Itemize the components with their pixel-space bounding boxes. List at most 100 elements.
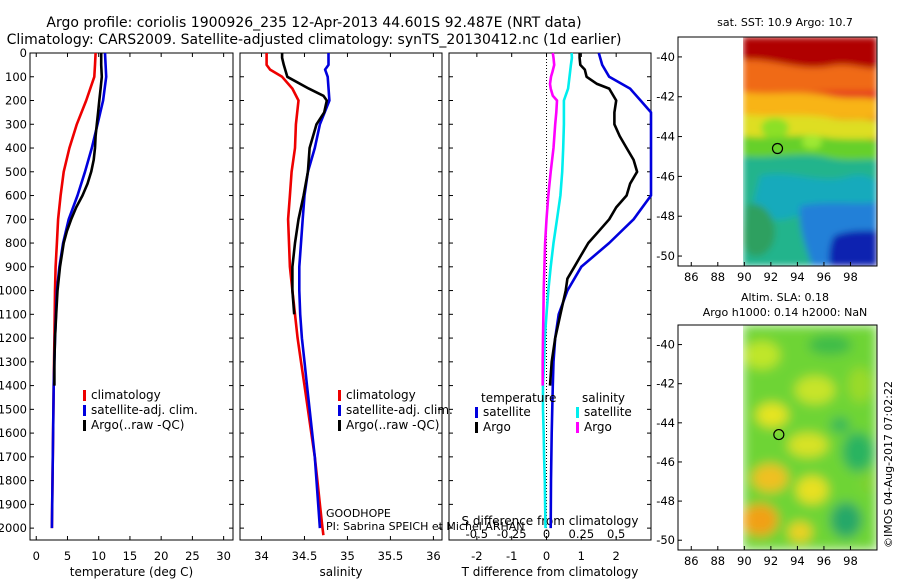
lon-tick-label: 88	[710, 554, 725, 568]
depth-tick-label: 100	[5, 70, 27, 84]
series-line-1	[297, 53, 331, 529]
plot-frame	[448, 52, 652, 541]
series-line-2	[541, 52, 574, 529]
depth-tick-label: 1600	[0, 426, 27, 440]
legend-label-2: Argo(..raw -QC)	[91, 418, 184, 432]
legend-swatch-2	[338, 420, 341, 431]
x-tick-label: 20	[154, 549, 169, 563]
x-tick-label: -1	[506, 549, 517, 563]
legend-label-2: Argo(..raw -QC)	[346, 418, 439, 432]
s-tick-label: 0	[543, 527, 550, 541]
legend-swatch-0	[83, 390, 86, 401]
legend-label-1: satellite-adj. clim.	[91, 403, 198, 417]
lon-tick-label: 96	[817, 554, 832, 568]
s-tick-label: 0.5	[607, 527, 625, 541]
argo-position-marker	[773, 428, 785, 441]
x-tick-label: 5	[64, 549, 71, 563]
x-tick-label: 2	[613, 549, 620, 563]
series-line-2	[53, 53, 104, 386]
argo-position-marker	[771, 142, 784, 155]
x-axis-label: temperature (deg C)	[70, 565, 193, 579]
x-tick-label: 15	[123, 549, 138, 563]
x-tick-label: 36	[426, 549, 441, 563]
lat-tick-label: -42	[656, 90, 675, 104]
x-tick-label: 35	[340, 549, 355, 563]
sst-heatmap	[743, 37, 877, 266]
lon-tick-label: 90	[737, 554, 752, 568]
lon-tick-label: 92	[764, 270, 779, 284]
lon-tick-label: 98	[843, 554, 858, 568]
annotations: GOODHOPE PI: Sabrina SPEICH et Michel AR…	[326, 381, 895, 548]
title-line-1: Argo profile: coriolis 1900926_235 12-Ap…	[46, 15, 581, 31]
lat-tick-label: -46	[656, 455, 675, 469]
legend-label-0: climatology	[91, 388, 161, 402]
plot-frame	[239, 52, 443, 541]
sla-subtitle: Argo h1000: 0.14 h2000: NaN	[703, 306, 868, 319]
timestamp-stamp: ©IMOS 04-Aug-2017 07:02:22	[882, 381, 895, 548]
lat-tick-label: -40	[656, 338, 675, 352]
depth-tick-label: 200	[5, 94, 27, 108]
depth-tick-label: 1800	[0, 474, 27, 488]
sla-map-panel: Altim. SLA: 0.18 Argo h1000: 0.14 h2000:…	[656, 291, 878, 568]
legend-label-0: satellite	[483, 405, 531, 419]
legend-header-temperature: temperature	[481, 391, 556, 405]
s-tick-label: -0.5	[466, 527, 488, 541]
lon-tick-label: 94	[790, 270, 805, 284]
depth-tick-label: 300	[5, 117, 27, 131]
legend-swatch-1	[338, 405, 341, 416]
depth-tick-label: 1000	[0, 284, 27, 298]
x-tick-label: 35.5	[378, 549, 404, 563]
lon-tick-label: 92	[764, 554, 779, 568]
legend-swatch-2	[576, 407, 579, 418]
depth-tick-label: 1300	[0, 355, 27, 369]
x-tick-label: 0	[543, 549, 550, 563]
map-frame	[677, 324, 878, 551]
x-tick-label: 10	[91, 549, 106, 563]
lon-tick-label: 88	[710, 270, 725, 284]
plot-frame	[29, 52, 234, 541]
depth-tick-label: 1100	[0, 307, 27, 321]
depth-tick-label: 600	[5, 189, 27, 203]
s-tick-label: 0.25	[569, 527, 595, 541]
depth-tick-label: 900	[5, 260, 27, 274]
lon-tick-label: 86	[684, 270, 699, 284]
legend-label-1: Argo	[483, 420, 511, 434]
lat-tick-label: -50	[656, 533, 675, 547]
lat-tick-label: -46	[656, 169, 675, 183]
pi-label: PI: Sabrina SPEICH et Michel ARHAN	[326, 520, 525, 533]
series-line-0	[549, 52, 653, 529]
salinity-panel: 34 34.5 35 35.5 36 salinity climatologysatelli…	[239, 52, 453, 579]
legend-label-3: Argo	[584, 420, 612, 434]
lon-tick-label: 98	[843, 270, 858, 284]
lat-tick-label: -40	[656, 50, 675, 64]
legend-label-0: climatology	[346, 388, 416, 402]
lat-tick-label: -44	[656, 130, 675, 144]
sst-map-panel: sat. SST: 10.9 Argo: 10.7 86 88 90 92 94 96 98…	[656, 16, 878, 284]
x-tick-label: 34	[254, 549, 269, 563]
lon-tick-label: 94	[790, 554, 805, 568]
x-tick-label: 0	[33, 549, 40, 563]
lat-tick-label: -42	[656, 377, 675, 391]
series-line-2	[280, 53, 329, 315]
legend-swatch-3	[576, 422, 579, 433]
depth-tick-label: 2000	[0, 521, 27, 535]
depth-tick-label: 1500	[0, 402, 27, 416]
project-label: GOODHOPE	[326, 507, 391, 520]
title-line-2: Climatology: CARS2009. Satellite-adjuste…	[7, 32, 622, 48]
lon-tick-label: 86	[684, 554, 699, 568]
lon-tick-label: 96	[817, 270, 832, 284]
depth-tick-label: 500	[5, 165, 27, 179]
lat-tick-label: -44	[656, 416, 675, 430]
lat-tick-label: -48	[656, 209, 675, 223]
depth-tick-label: 400	[5, 141, 27, 155]
depth-tick-label: 800	[5, 236, 27, 250]
legend-swatch-0	[475, 407, 478, 418]
series-line-1	[50, 52, 108, 529]
lat-tick-label: -50	[656, 249, 675, 263]
depth-tick-label: 1900	[0, 497, 27, 511]
depth-tick-label: 0	[20, 46, 27, 60]
series-line-3	[541, 52, 559, 386]
legend-label-2: satellite	[584, 405, 632, 419]
